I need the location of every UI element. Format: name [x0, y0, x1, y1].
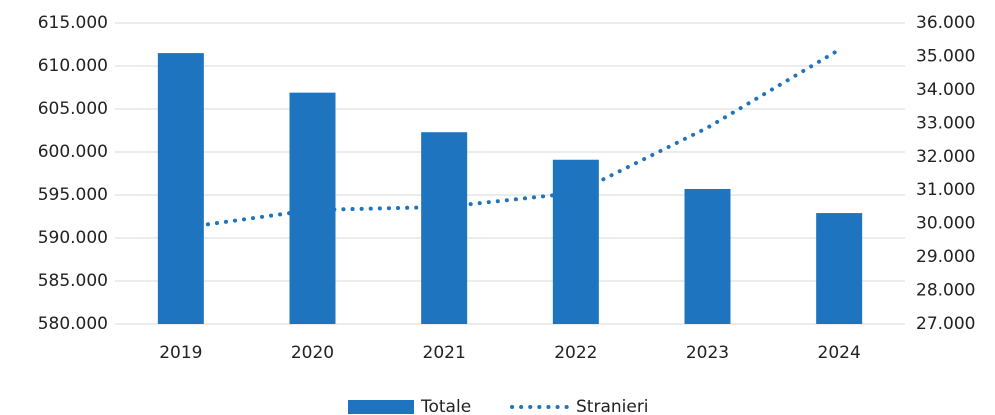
x-tick-label: 2024 [818, 343, 861, 363]
y-tick-label: 615.000 [38, 13, 108, 33]
x-tick-label: 2019 [159, 343, 202, 363]
bar [289, 92, 336, 324]
legend-label: Stranieri [576, 397, 649, 415]
y-tick-label: 605.000 [38, 99, 108, 119]
y2-tick-label: 35.000 [916, 46, 975, 66]
legend-swatch [348, 400, 414, 414]
x-tick-label: 2022 [554, 343, 597, 363]
y2-tick-label: 28.000 [916, 281, 975, 301]
x-tick-label: 2020 [291, 343, 334, 363]
y2-tick-label: 36.000 [916, 13, 975, 33]
y2-tick-label: 33.000 [916, 113, 975, 133]
y2-tick-label: 27.000 [916, 314, 975, 334]
x-tick-label: 2023 [686, 343, 729, 363]
y2-tick-label: 32.000 [916, 147, 975, 167]
y-tick-label: 590.000 [38, 228, 108, 248]
line [178, 47, 842, 231]
x-tick-label: 2021 [423, 343, 466, 363]
bar [684, 188, 731, 324]
legend-label: Totale [420, 397, 471, 415]
y-tick-label: 610.000 [38, 56, 108, 76]
y2-tick-label: 30.000 [916, 214, 975, 234]
y-tick-label: 580.000 [38, 314, 108, 334]
bar [816, 213, 863, 324]
y-tick-label: 600.000 [38, 142, 108, 162]
y2-tick-label: 34.000 [916, 80, 975, 100]
bar [421, 132, 468, 324]
bar [157, 53, 204, 324]
y2-tick-label: 29.000 [916, 247, 975, 267]
y2-tick-label: 31.000 [916, 180, 975, 200]
bar [552, 159, 599, 324]
y-tick-label: 595.000 [38, 185, 108, 205]
y-tick-label: 585.000 [38, 271, 108, 291]
